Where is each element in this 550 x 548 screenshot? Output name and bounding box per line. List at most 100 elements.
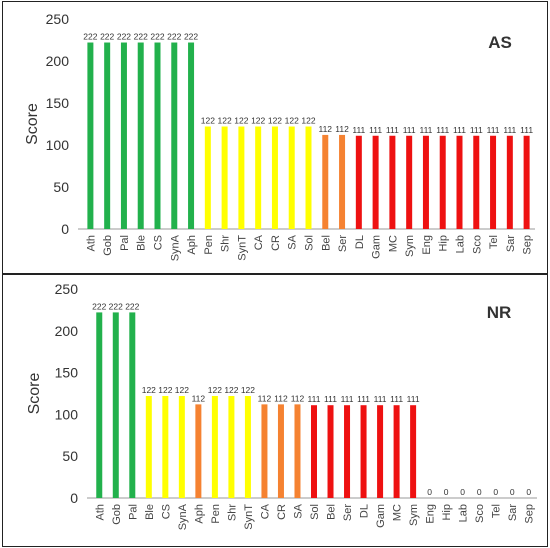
bar xyxy=(277,404,284,498)
bar xyxy=(112,312,119,498)
x-tick-label: Pen xyxy=(210,504,222,524)
bar xyxy=(171,42,178,229)
bar xyxy=(344,405,351,498)
bar xyxy=(188,42,195,229)
bar-value-label: 111 xyxy=(341,394,354,404)
x-tick-label: Sep xyxy=(522,235,534,255)
x-tick-label: Tel xyxy=(491,504,503,518)
bar-value-label: 112 xyxy=(258,393,272,403)
x-tick-label: CS xyxy=(160,504,172,519)
bar-value-label: 222 xyxy=(92,301,106,311)
bar xyxy=(294,404,301,498)
x-tick-label: Tel xyxy=(488,235,500,249)
x-tick-label: DL xyxy=(359,504,371,518)
bar xyxy=(327,405,334,498)
x-tick-label: DL xyxy=(354,235,366,249)
x-tick-label: CA xyxy=(253,234,265,250)
bar-value-label: 222 xyxy=(100,32,114,42)
bar xyxy=(238,126,245,229)
y-tick-label: 0 xyxy=(70,490,78,506)
x-tick-label: SynT xyxy=(236,235,248,261)
x-tick-label: Sol xyxy=(309,504,321,520)
chart-nr: Score 0 50 100 150 200 250 NR 222 Ath 222 Gob 222 Pal… xyxy=(26,281,537,530)
x-tick-label: Lab xyxy=(458,504,470,522)
bar xyxy=(154,42,161,229)
bar xyxy=(422,135,429,229)
chart-title: NR xyxy=(487,303,512,322)
bar-value-label: 111 xyxy=(453,125,466,135)
y-tick-label: 200 xyxy=(46,53,70,69)
x-tick-label: Sol xyxy=(304,235,316,251)
bar-value-label: 122 xyxy=(175,385,189,395)
bar xyxy=(339,134,346,229)
x-tick-label: Hip xyxy=(438,235,450,252)
y-tick-label: 50 xyxy=(62,448,78,464)
bar-value-label: 0 xyxy=(477,487,482,497)
x-tick-label: Gam xyxy=(371,235,383,259)
bar-value-label: 222 xyxy=(184,32,198,42)
bar xyxy=(523,135,530,229)
bar xyxy=(322,134,329,229)
x-tick-label: Ble xyxy=(136,235,148,251)
x-tick-label: SynA xyxy=(177,503,189,530)
x-tick-label: Sco xyxy=(471,235,483,254)
x-tick-label: Ath xyxy=(85,235,97,252)
y-tick-label: 0 xyxy=(61,221,69,237)
x-tick-label: Bel xyxy=(320,235,332,251)
x-tick-label: CR xyxy=(276,504,288,520)
bar-value-label: 0 xyxy=(510,487,515,497)
bar-value-label: 222 xyxy=(167,32,181,42)
bar-value-label: 122 xyxy=(218,116,232,126)
chart-panel-nr: Score 0 50 100 150 200 250 NR 222 Ath 222 Gob 222 Pal… xyxy=(2,274,548,547)
x-tick-label: SynA xyxy=(169,234,181,261)
bar xyxy=(372,135,379,229)
bar xyxy=(355,135,362,229)
bar-value-label: 111 xyxy=(403,125,416,135)
x-tick-label: MC xyxy=(387,235,399,252)
bar xyxy=(311,405,317,498)
bar-value-label: 122 xyxy=(251,116,265,126)
bar xyxy=(104,42,111,229)
x-tick-label: CR xyxy=(270,235,282,251)
bar xyxy=(389,135,396,229)
x-tick-label: Hip xyxy=(441,504,453,521)
x-tick-label: CS xyxy=(153,235,165,250)
chart-panel-as: Score 0 50 100 150 200 250 AS 222 Ath 222 Gob 222 Pal… xyxy=(2,1,548,274)
bar-value-label: 122 xyxy=(158,385,172,395)
bar xyxy=(137,42,144,229)
bar xyxy=(228,396,235,498)
x-tick-label: Pal xyxy=(127,504,139,520)
x-tick-label: SA xyxy=(287,234,299,249)
bar-value-label: 222 xyxy=(117,32,131,42)
x-tick-label: Shr xyxy=(220,235,232,252)
bar-value-label: 0 xyxy=(444,487,449,497)
bar xyxy=(204,126,211,229)
x-tick-label: Aph xyxy=(186,235,198,255)
bar xyxy=(473,135,480,229)
bar xyxy=(288,126,295,229)
bar xyxy=(410,405,417,498)
bar-value-label: 122 xyxy=(208,385,222,395)
bar-value-label: 112 xyxy=(335,124,349,134)
y-axis-label: Score xyxy=(26,373,43,415)
bar xyxy=(87,42,94,229)
bar xyxy=(360,405,367,498)
y-axis-label: Score xyxy=(24,103,41,145)
x-tick-label: Lab xyxy=(455,235,467,253)
bar-value-label: 111 xyxy=(436,125,449,135)
x-tick-label: Eng xyxy=(425,504,437,524)
bar-value-label: 122 xyxy=(234,116,248,126)
bar xyxy=(178,396,185,498)
x-tick-label: SynT xyxy=(243,504,255,530)
x-tick-label: Gob xyxy=(111,504,123,525)
bar xyxy=(393,405,400,498)
x-tick-label: Ser xyxy=(342,504,354,521)
bar-value-label: 0 xyxy=(427,487,432,497)
bar xyxy=(305,126,312,229)
bar-value-label: 111 xyxy=(324,394,337,404)
bar-value-label: 111 xyxy=(520,125,533,135)
x-tick-label: Ath xyxy=(94,504,106,521)
bar-value-label: 111 xyxy=(352,125,365,135)
bar-value-label: 112 xyxy=(192,393,206,403)
bar-value-label: 222 xyxy=(109,301,123,311)
